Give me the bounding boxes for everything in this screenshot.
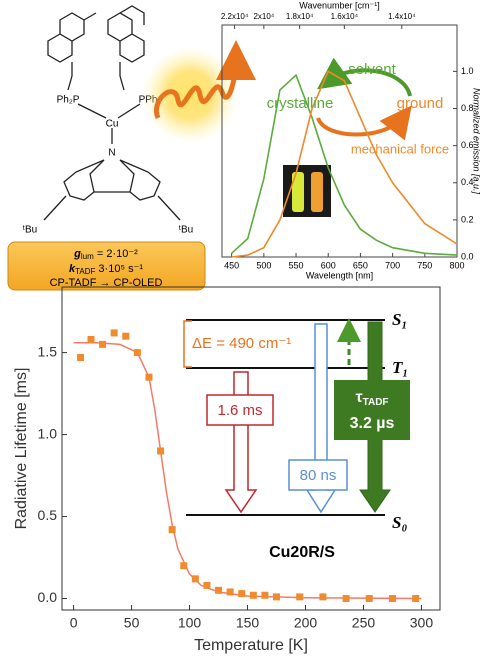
data-point bbox=[319, 593, 326, 600]
data-point bbox=[192, 575, 199, 582]
x-tick-label: 600 bbox=[321, 260, 336, 270]
annotation: solvent bbox=[348, 61, 396, 78]
data-point bbox=[134, 349, 141, 356]
y-tick-label: 1.5 bbox=[38, 343, 58, 359]
y-tick-label: 0.0 bbox=[461, 251, 474, 261]
x-tick-label: 0 bbox=[70, 615, 78, 631]
x2-axis-label: Wavenumber [cm⁻¹] bbox=[299, 0, 379, 10]
symbol: τ bbox=[355, 389, 362, 406]
data-point bbox=[122, 333, 129, 340]
x-tick-label: 700 bbox=[385, 260, 400, 270]
group-label: ᵗBu bbox=[179, 225, 193, 236]
data-point bbox=[238, 590, 245, 597]
data-point bbox=[215, 587, 222, 594]
rate-label: 80 ns bbox=[300, 467, 337, 484]
data-point bbox=[99, 341, 106, 348]
x-tick-label: 550 bbox=[289, 260, 304, 270]
y-tick-label: 0.5 bbox=[38, 507, 58, 523]
metal-label: Cu bbox=[106, 119, 119, 130]
data-point bbox=[389, 595, 396, 602]
x2-tick-label: 1.6x10⁴ bbox=[331, 12, 359, 21]
x-tick-label: 650 bbox=[353, 260, 368, 270]
rate-label: 1.6 ms bbox=[217, 402, 262, 419]
data-point bbox=[273, 593, 280, 600]
annotation: mechanical force bbox=[351, 141, 449, 156]
x2-tick-label: 1.4x10⁴ bbox=[388, 12, 416, 21]
atom-label: N bbox=[108, 148, 115, 159]
x-tick-label: 50 bbox=[124, 615, 140, 631]
data-point bbox=[180, 562, 187, 569]
tadf-value: 3.2 µs bbox=[350, 415, 395, 432]
data-point bbox=[87, 336, 94, 343]
data-point bbox=[227, 588, 234, 595]
state-label: crystalline bbox=[267, 95, 334, 112]
x-tick-label: 750 bbox=[417, 260, 432, 270]
energy-gap: ΔE = 490 cm⁻¹ bbox=[192, 335, 291, 352]
subscript: lum bbox=[81, 252, 94, 261]
carbazole bbox=[44, 160, 180, 220]
data-point bbox=[145, 374, 152, 381]
x2-tick-label: 2x10⁴ bbox=[253, 12, 274, 21]
state-label: ground bbox=[397, 95, 444, 112]
data-point bbox=[250, 592, 257, 599]
data-point bbox=[169, 526, 176, 533]
y-tick-label: 0.2 bbox=[461, 214, 474, 224]
data-point bbox=[111, 329, 118, 336]
text: = 2·10⁻² bbox=[94, 248, 138, 260]
compound-label: Cu20R/S bbox=[269, 544, 335, 561]
y-axis-label: Radiative Lifetime [ms] bbox=[13, 368, 30, 530]
cycle-arrow bbox=[318, 118, 402, 135]
subscript: TADF bbox=[363, 397, 389, 408]
x2-tick-label: 2.2x10⁴ bbox=[221, 12, 249, 21]
x-axis-label: Temperature [K] bbox=[194, 637, 308, 654]
data-point bbox=[77, 354, 84, 361]
y-tick-label: 0.0 bbox=[38, 589, 58, 605]
group-label: ᵗBu bbox=[23, 225, 37, 236]
data-point bbox=[261, 592, 268, 599]
ligand-label: Ph₂P bbox=[57, 95, 80, 106]
data-point bbox=[366, 595, 373, 602]
figure: Ph₂P PPh₂ Cu N ᵗBu ᵗBu glum = 2·10⁻² kTA… bbox=[0, 0, 481, 659]
data-point bbox=[203, 582, 210, 589]
x2-tick-label: 1.8x10⁴ bbox=[286, 12, 314, 21]
x-tick-label: 500 bbox=[256, 260, 271, 270]
x-tick-label: 450 bbox=[224, 260, 239, 270]
x-tick-label: 150 bbox=[236, 615, 260, 631]
x-tick-label: 300 bbox=[410, 615, 434, 631]
data-point bbox=[296, 593, 303, 600]
y-tick-label: 1.0 bbox=[461, 66, 474, 76]
data-point bbox=[412, 595, 419, 602]
data-point bbox=[343, 595, 350, 602]
naphthyl-right bbox=[108, 6, 144, 76]
x-tick-label: 100 bbox=[178, 615, 202, 631]
level-label: S₁ bbox=[392, 310, 407, 329]
y-tick-label: 1.0 bbox=[38, 425, 58, 441]
x-axis-label: Wavelength [nm] bbox=[306, 270, 373, 280]
subscript: TADF bbox=[75, 267, 95, 276]
data-point bbox=[157, 447, 164, 454]
text: 3·10⁵ s⁻¹ bbox=[95, 263, 143, 275]
x-tick-label: 200 bbox=[294, 615, 318, 631]
y-axis-label: Normalized emission [a.u.] bbox=[472, 88, 481, 195]
level-label: S₀ bbox=[392, 513, 407, 532]
bonds bbox=[68, 76, 140, 144]
naphthyl-left bbox=[48, 13, 96, 76]
level-label: T₁ bbox=[392, 358, 408, 377]
x-tick-label: 250 bbox=[352, 615, 376, 631]
x-tick-label: 800 bbox=[449, 260, 464, 270]
